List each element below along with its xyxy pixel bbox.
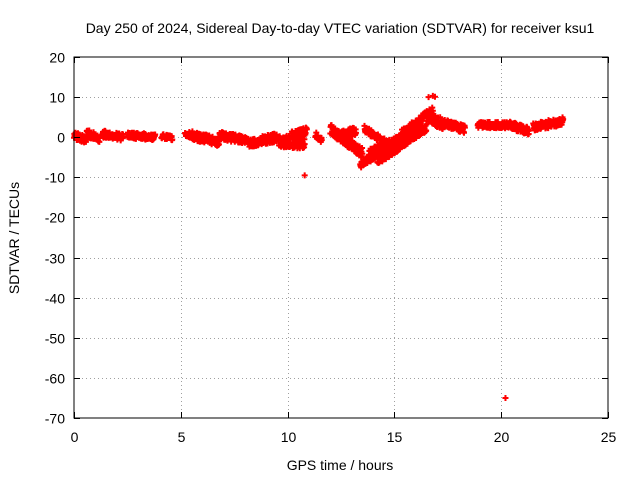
y-tick-label: 20 — [49, 50, 65, 66]
y-tick-labels: 20 10 0 -10 -20 -30 -40 -50 -60 -70 — [45, 50, 65, 427]
data-point — [461, 124, 468, 131]
grid-lines — [74, 57, 608, 418]
y-tick-label: -40 — [45, 291, 65, 307]
y-tick-label: -60 — [45, 371, 65, 387]
plot-frame — [73, 56, 609, 419]
data-markers — [71, 92, 567, 401]
data-point — [169, 136, 176, 143]
x-tick-label: 0 — [71, 429, 79, 445]
data-point — [359, 145, 366, 152]
data-point — [273, 131, 280, 138]
y-tick-label: -70 — [45, 411, 65, 427]
data-point — [525, 127, 532, 134]
data-point — [502, 394, 509, 401]
y-tick-label: 10 — [49, 90, 65, 106]
y-tick-label: -50 — [45, 331, 65, 347]
data-point — [352, 129, 359, 136]
data-point — [437, 114, 444, 121]
data-point — [301, 172, 308, 179]
x-tick-label: 20 — [494, 429, 510, 445]
data-point — [460, 129, 467, 136]
axis-ticks — [74, 57, 609, 419]
data-point — [301, 141, 308, 148]
y-tick-label: 0 — [57, 130, 65, 146]
x-axis-label: GPS time / hours — [287, 457, 394, 473]
data-point — [423, 121, 430, 128]
x-tick-label: 15 — [387, 429, 403, 445]
x-tick-label: 10 — [281, 429, 297, 445]
chart-title: Day 250 of 2024, Sidereal Day-to-day VTE… — [86, 20, 595, 36]
x-tick-labels: 0 5 10 15 20 25 — [71, 429, 617, 445]
data-point — [152, 131, 159, 138]
y-tick-label: -30 — [45, 251, 65, 267]
data-point — [318, 137, 325, 144]
y-tick-label: -10 — [45, 170, 65, 186]
y-tick-label: -20 — [45, 210, 65, 226]
x-tick-label: 25 — [601, 429, 617, 445]
data-point — [425, 94, 432, 101]
y-axis-label: SDTVAR / TECUs — [6, 182, 22, 294]
x-tick-label: 5 — [178, 429, 186, 445]
data-point — [423, 127, 430, 134]
data-point — [303, 126, 310, 133]
data-point — [428, 111, 435, 118]
data-point — [431, 93, 438, 100]
data-point — [560, 116, 567, 123]
data-point — [359, 150, 366, 157]
